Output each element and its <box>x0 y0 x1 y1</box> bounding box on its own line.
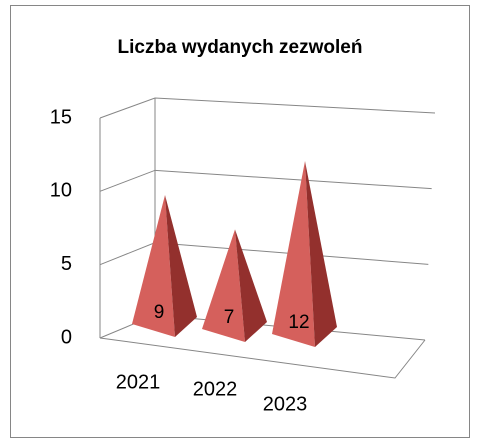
y-tick-label: 0 <box>61 326 72 348</box>
grid-line <box>99 97 436 119</box>
chart-border <box>10 5 470 438</box>
pyramid-face-left <box>202 229 245 342</box>
pyramid-face-right <box>165 195 197 337</box>
x-tick-label: 2021 <box>116 371 161 393</box>
data-label: 12 <box>288 312 309 333</box>
y-tick-label: 10 <box>50 180 72 202</box>
chart-title: Liczba wydanych zezwoleń <box>118 37 363 58</box>
pyramid <box>202 229 267 342</box>
floor <box>99 337 426 379</box>
x-tick-label: 2022 <box>193 378 238 400</box>
pyramid <box>132 195 197 337</box>
y-tick-label: 5 <box>61 253 72 275</box>
grid-line <box>99 169 432 192</box>
data-label: 9 <box>154 302 165 323</box>
data-label: 7 <box>224 307 235 328</box>
y-tick-label: 15 <box>50 106 72 128</box>
x-tick-label: 2023 <box>263 393 308 415</box>
pyramid-face-left <box>132 195 175 337</box>
pyramid-face-left <box>272 161 315 347</box>
pyramid <box>272 161 337 347</box>
pyramid-face-right <box>305 161 337 347</box>
pyramid-face-right <box>235 229 267 342</box>
